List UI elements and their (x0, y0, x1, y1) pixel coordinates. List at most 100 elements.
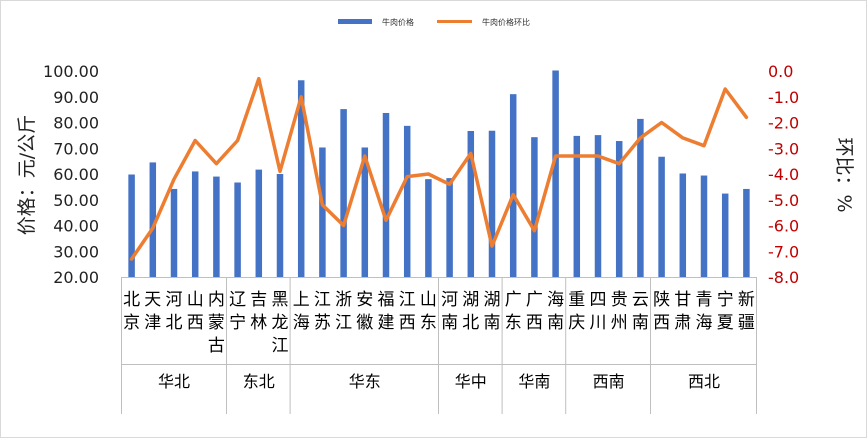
y-left-tick-labels: 20.00 30.00 40.00 50.00 60.00 70.00 80.00 90.00… (43, 62, 99, 287)
x-group-label: 华中 (455, 372, 487, 391)
x-category-label: 四 (590, 290, 607, 310)
x-category-label: 吉 (250, 290, 267, 310)
bar (276, 174, 284, 277)
bar (234, 182, 241, 277)
bar (615, 141, 623, 277)
x-category-label: 浙 (335, 290, 352, 310)
x-group-label: 东北 (243, 372, 275, 391)
x-category-label: 京 (123, 313, 140, 333)
x-category-label: 津 (144, 313, 161, 333)
bar (425, 179, 432, 277)
legend-line-label: 牛肉价格环比 (482, 17, 530, 27)
line-series-group (129, 76, 749, 261)
x-category-label: 黑 (272, 290, 289, 310)
bar-series (128, 70, 750, 278)
x-category-label: 海 (696, 313, 713, 333)
bar (382, 112, 390, 277)
x-group-label: 西南 (593, 372, 625, 391)
x-category-label: 河 (166, 290, 183, 310)
x-category-label: 东 (505, 313, 522, 333)
x-category-label: 古 (208, 336, 225, 356)
x-category-label: 安 (356, 290, 373, 310)
bar (743, 188, 750, 277)
bar (552, 70, 559, 277)
x-axis: 北京天津河北山西内蒙古辽宁吉林黑龙江上海江苏浙江安徽福建江西山东河南湖北湖南广东… (121, 277, 757, 414)
y-left-tick-label: 90.00 (53, 88, 99, 107)
x-category-label: 北 (123, 290, 140, 310)
x-category-label: 龙 (272, 313, 289, 333)
x-category-label: 山 (420, 290, 437, 310)
legend: 牛肉价格 牛肉价格环比 (338, 17, 530, 27)
x-category-label: 广 (505, 290, 522, 310)
bar (297, 80, 305, 278)
x-category-label: 新 (738, 290, 755, 310)
x-category-label: 青 (696, 290, 713, 310)
bar (721, 193, 729, 277)
x-group-label: 华南 (518, 372, 550, 391)
x-category-label: 南 (632, 313, 649, 333)
x-category-label: 福 (378, 290, 395, 310)
x-category-label: 肃 (674, 313, 691, 333)
y-right-tick-label: -2.0 (768, 114, 799, 133)
bar (170, 188, 178, 277)
bar (319, 147, 326, 277)
x-category-label: 海 (547, 290, 564, 310)
x-category-label: 南 (441, 313, 458, 333)
y-right-title: 环比：% (833, 137, 855, 212)
x-category-label: 川 (590, 313, 607, 333)
bar (573, 135, 581, 277)
x-category-label: 州 (611, 313, 628, 333)
bar (594, 135, 602, 277)
bar (637, 118, 644, 278)
bar (509, 94, 517, 277)
y-right-tick-label: -4.0 (768, 165, 799, 184)
bar (446, 178, 453, 277)
x-category-label: 贵 (611, 290, 628, 310)
x-category-label: 南 (547, 313, 564, 333)
y-left-title: 价格：元/公斤 (16, 115, 38, 235)
x-category-label: 东 (420, 313, 437, 333)
legend-bar-label: 牛肉价格 (382, 17, 414, 27)
x-category-label: 江 (314, 290, 331, 310)
x-category-label: 西 (653, 313, 670, 333)
x-category-label: 天 (144, 290, 161, 310)
x-category-label: 林 (250, 313, 267, 333)
x-category-label: 陕 (653, 290, 670, 310)
bar (340, 109, 347, 277)
x-category-label: 湖 (484, 290, 501, 310)
x-category-label: 西 (187, 313, 204, 333)
line-series (129, 76, 749, 261)
y-left-tick-label: 20.00 (53, 268, 99, 287)
x-category-label: 宁 (717, 290, 734, 310)
x-category-label: 辽 (229, 290, 246, 310)
x-category-label: 上 (293, 290, 310, 310)
y-right-tick-label: -6.0 (768, 217, 799, 236)
y-right-tick-label: -3.0 (768, 139, 799, 158)
bar (149, 162, 157, 277)
y-left-tick-label: 100.00 (43, 62, 99, 81)
x-category-label: 北 (166, 313, 183, 333)
x-category-label: 南 (484, 313, 501, 333)
y-left-tick-label: 80.00 (53, 114, 99, 133)
y-right-tick-label: -8.0 (768, 268, 799, 287)
x-category-label: 北 (462, 313, 479, 333)
x-category-label: 江 (399, 290, 416, 310)
y-left-tick-label: 70.00 (53, 139, 99, 158)
bar (255, 169, 263, 277)
x-group-label: 华东 (349, 372, 381, 391)
bar (488, 130, 496, 277)
x-category-label: 夏 (717, 313, 734, 333)
x-category-label: 重 (568, 290, 585, 310)
bar (191, 171, 199, 277)
y-right-tick-label: -5.0 (768, 191, 799, 210)
bar (128, 174, 135, 277)
y-right-tick-label: -1.0 (768, 88, 799, 107)
x-category-label: 河 (441, 290, 458, 310)
y-left-tick-label: 60.00 (53, 165, 99, 184)
y-right-tick-label: -7.0 (768, 242, 799, 261)
x-category-label: 疆 (738, 313, 755, 333)
x-group-label: 华北 (158, 372, 190, 391)
x-category-label: 蒙 (208, 313, 225, 333)
